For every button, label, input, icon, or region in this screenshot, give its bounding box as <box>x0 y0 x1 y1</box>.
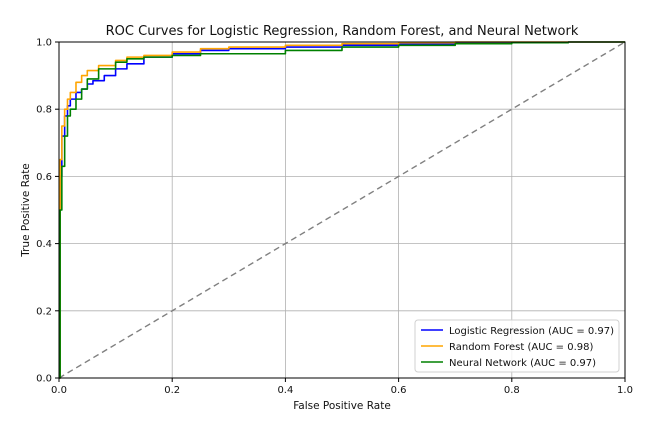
y-axis-label: True Positive Rate <box>20 163 32 258</box>
chart-title: ROC Curves for Logistic Regression, Rand… <box>106 24 579 39</box>
x-axis-label: False Positive Rate <box>293 400 391 412</box>
roc-curve-logistic-regression <box>59 41 625 379</box>
legend-label-random-forest: Random Forest (AUC = 0.98) <box>449 342 593 353</box>
y-tick-label: 0.0 <box>36 374 52 385</box>
roc-curve-neural-network <box>59 41 625 379</box>
y-tick-label: 1.0 <box>36 38 52 49</box>
y-tick-label: 0.8 <box>36 105 52 116</box>
axes-frame <box>58 41 626 379</box>
x-tick-label: 1.0 <box>617 385 633 396</box>
x-tick-label: 0.6 <box>391 385 407 396</box>
y-tick-label: 0.4 <box>36 239 52 250</box>
x-tick-label: 0.0 <box>51 385 67 396</box>
y-tick-label: 0.6 <box>36 172 52 183</box>
roc-curve-random-forest <box>59 41 625 379</box>
x-tick-label: 0.2 <box>164 385 180 396</box>
plot-area <box>58 41 626 379</box>
legend-label-logistic-regression: Logistic Regression (AUC = 0.97) <box>449 326 614 337</box>
y-tick-label: 0.2 <box>36 306 52 317</box>
axis-ticks: 0.0 0.2 0.4 0.6 0.8 1.0 0.0 0.2 0.4 0.6 0.8 1.0 <box>36 38 633 397</box>
x-tick-label: 0.4 <box>277 385 293 396</box>
x-tick-label: 0.8 <box>504 385 520 396</box>
legend-box <box>414 319 620 373</box>
legend-label-neural-network: Neural Network (AUC = 0.97) <box>449 358 596 369</box>
legend: Logistic Regression (AUC = 0.97) Random … <box>414 319 620 373</box>
